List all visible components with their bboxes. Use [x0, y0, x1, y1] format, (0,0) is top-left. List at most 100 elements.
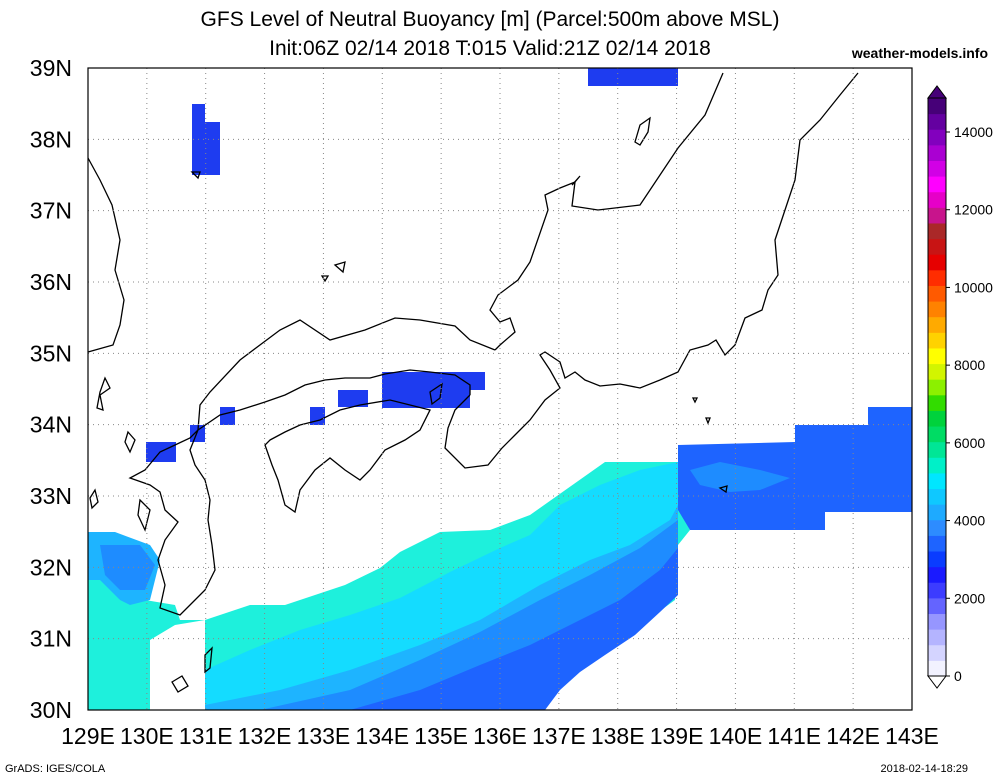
honshu-west-coast — [197, 317, 496, 431]
colorbar-top-arrow — [927, 85, 947, 99]
lon-label: 143E — [885, 723, 939, 749]
lat-label: 37N — [30, 198, 72, 224]
colorbar-segment — [928, 254, 946, 271]
colorbar-label: 4000 — [954, 513, 985, 529]
oki-islands — [333, 261, 346, 274]
izu-island-2 — [705, 417, 711, 425]
awaji-island — [429, 382, 443, 406]
colorbar-segment — [928, 316, 946, 333]
lon-label: 137E — [532, 723, 586, 749]
lon-label: 131E — [179, 723, 233, 749]
yakushima — [171, 675, 189, 693]
colorbar-segment — [928, 301, 946, 318]
colorbar-label: 6000 — [954, 435, 985, 451]
lat-label: 33N — [30, 483, 72, 509]
colorbar-segment — [928, 332, 946, 349]
colorbar-segment — [928, 519, 946, 536]
buoyancy-field — [88, 68, 912, 710]
colorbar-segment — [928, 457, 946, 474]
lat-label: 34N — [30, 412, 72, 438]
colorbar-segment — [928, 176, 946, 193]
colorbar-segment — [928, 379, 946, 396]
hachijojima — [718, 485, 728, 494]
site-credit[interactable]: weather-models.info — [851, 45, 988, 61]
lon-label: 140E — [709, 723, 763, 749]
lat-label: 31N — [30, 626, 72, 652]
colorbar-segment — [928, 410, 946, 427]
lat-label: 30N — [30, 697, 72, 723]
colorbar-segment — [928, 98, 946, 115]
colorbar-segment — [928, 644, 946, 661]
coastlines — [87, 72, 859, 693]
amakusa-detail — [137, 498, 151, 532]
colorbar-segment — [928, 394, 946, 411]
colorbar-label: 10000 — [954, 279, 993, 295]
colorbar-label: 0 — [954, 668, 962, 684]
colorbar-segment — [928, 488, 946, 505]
colorbar-label: 2000 — [954, 590, 985, 606]
honshu-north-coast — [489, 72, 724, 351]
goto-islands — [89, 488, 99, 510]
lon-label: 133E — [297, 723, 351, 749]
colorbar-segment — [928, 441, 946, 458]
lat-label: 38N — [30, 126, 72, 152]
colorbar-segment — [928, 629, 946, 646]
colorbar-label: 8000 — [954, 357, 985, 373]
field-region — [350, 548, 678, 710]
lon-label: 130E — [120, 723, 174, 749]
colorbar-segment — [928, 191, 946, 208]
korea-island — [96, 376, 111, 411]
field-region — [192, 104, 220, 175]
noto-detail — [571, 175, 581, 186]
colorbar-segment — [928, 129, 946, 146]
colorbar-segment — [928, 535, 946, 552]
lon-label: 141E — [767, 723, 821, 749]
colorbar-segment — [928, 551, 946, 568]
colorbar-segment — [928, 582, 946, 599]
colorbar-segment — [928, 566, 946, 583]
lon-label: 132E — [238, 723, 292, 749]
field-region — [220, 407, 235, 425]
honshu-east-coast — [659, 72, 859, 381]
field-region — [338, 390, 368, 407]
colorbar-frame — [927, 97, 947, 677]
lon-label: 142E — [826, 723, 880, 749]
field-region — [588, 68, 678, 86]
colorbar-segment — [928, 347, 946, 365]
field-region — [678, 407, 912, 530]
footer-timestamp: 2018-02-14-18:29 — [880, 763, 968, 775]
colorbar-segment — [928, 113, 946, 130]
lon-label: 139E — [650, 723, 704, 749]
colorbar-segment — [928, 144, 946, 161]
map-title-line: GFS Level of Neutral Buoyancy [m] (Parce… — [200, 8, 780, 31]
sado-island — [634, 116, 651, 146]
map-frame — [87, 67, 913, 711]
lon-label: 135E — [414, 723, 468, 749]
lat-label: 36N — [30, 269, 72, 295]
colorbar-bottom-arrow — [927, 675, 947, 689]
lat-label: 32N — [30, 554, 72, 580]
tanegashima — [204, 646, 213, 674]
colorbar-label: 12000 — [954, 202, 993, 218]
field-region — [100, 545, 155, 590]
lon-label: 129E — [61, 723, 115, 749]
lon-label: 138E — [591, 723, 645, 749]
colorbar-label: 14000 — [954, 124, 993, 140]
field-region — [190, 425, 205, 442]
colorbar-segment — [928, 238, 946, 255]
colorbar-segment — [928, 363, 946, 380]
latitude-labels: 39N 38N 37N 36N 35N 34N 33N 32N 31N 30N — [30, 55, 72, 723]
kyushu-coast — [128, 429, 216, 616]
colorbar-segment — [928, 472, 946, 490]
oki-small — [320, 275, 330, 283]
colorbar-segment — [928, 222, 946, 240]
colorbar-segment — [928, 285, 946, 302]
tsushima-island — [124, 430, 136, 454]
ulleung-island — [190, 171, 201, 180]
colorbar-segment — [928, 160, 946, 177]
footer-credit: GrADS: IGES/COLA — [5, 763, 106, 775]
colorbar-segment — [928, 426, 946, 443]
lon-label: 134E — [355, 723, 409, 749]
colorbar-segment — [928, 207, 946, 224]
